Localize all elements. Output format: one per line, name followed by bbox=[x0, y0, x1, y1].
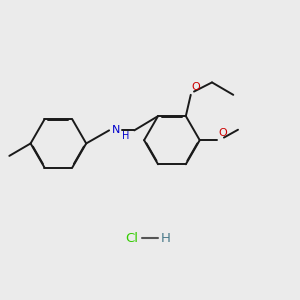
Text: Cl: Cl bbox=[125, 232, 139, 245]
Text: N: N bbox=[112, 125, 121, 135]
Text: H: H bbox=[122, 131, 130, 141]
Text: O: O bbox=[191, 82, 200, 92]
Text: O: O bbox=[218, 128, 227, 138]
Text: H: H bbox=[160, 232, 170, 245]
